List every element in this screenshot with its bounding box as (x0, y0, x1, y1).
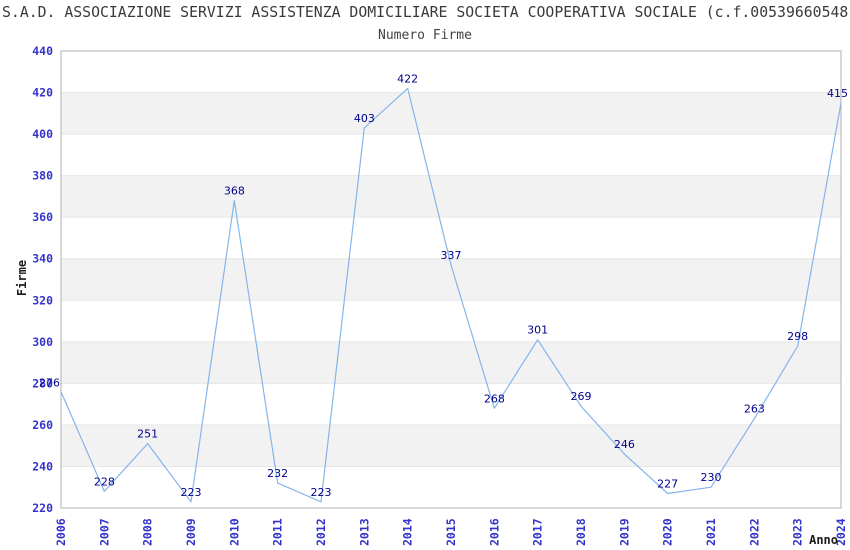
x-tick-label: 2013 (357, 518, 371, 546)
x-tick-label: 2012 (314, 518, 328, 546)
data-point-label: 368 (224, 185, 245, 198)
data-point-label: 337 (441, 249, 462, 262)
x-tick-label: 2014 (401, 518, 415, 546)
x-tick-label: 2021 (704, 518, 718, 546)
data-point-label: 223 (311, 486, 332, 499)
y-tick-label: 220 (32, 501, 53, 515)
data-point-label: 276 (39, 377, 60, 390)
plot-band (61, 92, 841, 135)
y-tick-label: 360 (32, 210, 53, 224)
data-point-label: 232 (267, 467, 288, 480)
x-tick-label: 2009 (184, 518, 198, 546)
series-line (60, 87, 842, 503)
x-tick-label: 2010 (227, 518, 241, 546)
data-point-label: 246 (614, 438, 635, 451)
x-tick-label: 2007 (97, 518, 111, 546)
data-point-label: 301 (527, 324, 548, 337)
x-tick-label: 2006 (54, 518, 68, 546)
x-tick-label: 2020 (661, 518, 675, 546)
y-tick-label: 440 (32, 44, 53, 58)
data-point-label: 415 (827, 87, 848, 100)
x-tick-label: 2019 (617, 518, 631, 546)
x-tick-label: 2016 (487, 518, 501, 546)
plot-border (60, 50, 842, 509)
data-point-label: 227 (657, 477, 678, 490)
data-point-label: 228 (94, 475, 115, 488)
plot-band (61, 424, 841, 467)
y-tick-label: 240 (32, 459, 53, 473)
x-tick-label: 2011 (271, 518, 285, 546)
y-tick-label: 340 (32, 252, 53, 266)
data-point-label: 269 (571, 390, 592, 403)
x-tick-label: 2022 (747, 518, 761, 546)
x-tick-label: 2023 (791, 518, 805, 546)
y-tick-label: 420 (32, 86, 53, 100)
data-point-label: 230 (701, 471, 722, 484)
y-tick-label: 260 (32, 418, 53, 432)
x-axis-title: Anno (809, 533, 838, 547)
x-tick-label: 2018 (574, 518, 588, 546)
y-tick-label: 320 (32, 293, 53, 307)
data-point-label: 403 (354, 112, 375, 125)
x-tick-label: 2008 (141, 518, 155, 546)
plot-band (61, 175, 841, 218)
data-point-label: 298 (787, 330, 808, 343)
data-point-label: 422 (397, 72, 418, 85)
y-tick-label: 380 (32, 169, 53, 183)
x-tick-label: 2017 (531, 518, 545, 546)
data-point-label: 223 (181, 486, 202, 499)
y-tick-label: 300 (32, 335, 53, 349)
plot-band (61, 341, 841, 384)
chart-title: S.A.D. ASSOCIAZIONE SERVIZI ASSISTENZA D… (2, 5, 850, 21)
chart-subtitle: Numero Firme (378, 28, 472, 43)
x-tick-label: 2015 (444, 518, 458, 546)
y-tick-label: 280 (32, 376, 53, 390)
data-point-label: 263 (744, 403, 765, 416)
y-tick-label: 400 (32, 127, 53, 141)
y-axis-title: Firme (15, 260, 29, 296)
x-tick-label: 2024 (834, 518, 848, 546)
data-point-label: 251 (137, 428, 158, 441)
data-point-label: 268 (484, 392, 505, 405)
